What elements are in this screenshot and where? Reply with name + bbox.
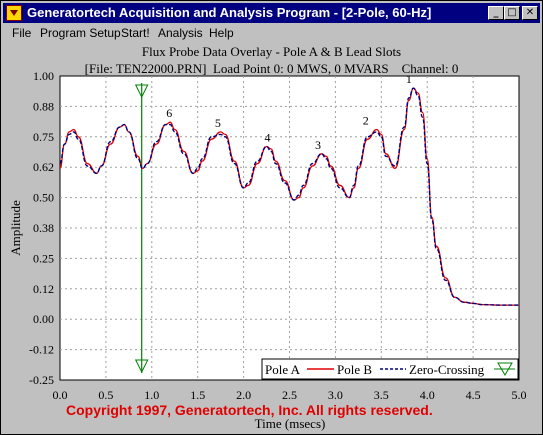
peak-label: 4: [264, 131, 270, 145]
legend-label-pole-a: Pole A: [265, 362, 301, 377]
app-icon[interactable]: [6, 5, 22, 21]
y-tick-label: 0.25: [33, 251, 54, 265]
plot-title: Flux Probe Data Overlay - Pole A & B Lea…: [141, 44, 402, 59]
zero-crossing-bottom-marker: [134, 359, 149, 374]
x-tick-label: 1.5: [190, 388, 205, 402]
x-tick-label: 2.5: [282, 388, 297, 402]
x-tick-label: 0.0: [53, 388, 68, 402]
peak-label: 6: [166, 106, 172, 120]
x-axis-label: Time (msecs): [255, 416, 326, 431]
legend-label-zero-crossing: Zero-Crossing: [409, 362, 485, 377]
peak-label: 3: [315, 138, 321, 152]
x-tick-label: 3.5: [374, 388, 389, 402]
menu-file[interactable]: File: [12, 26, 32, 40]
y-tick-label: 0.75: [33, 130, 54, 144]
y-axis-label: Amplitude: [8, 200, 23, 256]
x-tick-label: 4.0: [420, 388, 435, 402]
peak-label: 5: [215, 116, 221, 130]
peak-label: 1: [406, 72, 412, 86]
menu-help[interactable]: Help: [209, 26, 234, 40]
x-tick-label: 1.0: [144, 388, 159, 402]
y-tick-label: 0.00: [33, 312, 54, 326]
menu-program-setup[interactable]: Program Setup: [40, 26, 121, 40]
x-tick-label: 0.5: [98, 388, 113, 402]
minimize-button[interactable]: _: [488, 6, 504, 20]
y-tick-label: -0.25: [29, 373, 54, 387]
legend-label-pole-b: Pole B: [337, 362, 372, 377]
title-bar[interactable]: Generatortech Acquisition and Analysis P…: [3, 3, 540, 23]
y-tick-label: 0.38: [33, 221, 54, 235]
x-tick-label: 4.5: [466, 388, 481, 402]
maximize-button[interactable]: □: [504, 6, 520, 20]
copyright-notice: Copyright 1997, Generatortech, Inc. All …: [66, 402, 433, 418]
menu-bar: File Program Setup Start! Analysis Help: [3, 24, 540, 42]
menu-analysis[interactable]: Analysis: [158, 26, 203, 40]
x-tick-label: 2.0: [236, 388, 251, 402]
x-tick-label: 5.0: [512, 388, 527, 402]
series-pole-b: [59, 87, 519, 306]
plot-subtitle: [File: TEN22000.PRN] Load Point 0: 0 MWS…: [84, 61, 459, 76]
menu-start[interactable]: Start!: [121, 26, 150, 40]
chart-legend: Pole A Pole B Zero-Crossing: [261, 358, 519, 380]
y-tick-label: 1.00: [33, 69, 54, 83]
window-title: Generatortech Acquisition and Analysis P…: [27, 5, 432, 20]
y-tick-label: 0.12: [33, 282, 54, 296]
y-tick-label: -0.12: [29, 343, 54, 357]
y-tick-label: 0.62: [33, 160, 54, 174]
zero-crossing-marker-icon: [497, 362, 513, 376]
x-tick-label: 3.0: [328, 388, 343, 402]
zero-crossing-top-marker: [134, 84, 149, 99]
peak-label: 2: [363, 114, 369, 128]
y-tick-label: 0.88: [33, 99, 54, 113]
close-button[interactable]: ✕: [522, 6, 538, 20]
y-tick-label: 0.50: [33, 191, 54, 205]
